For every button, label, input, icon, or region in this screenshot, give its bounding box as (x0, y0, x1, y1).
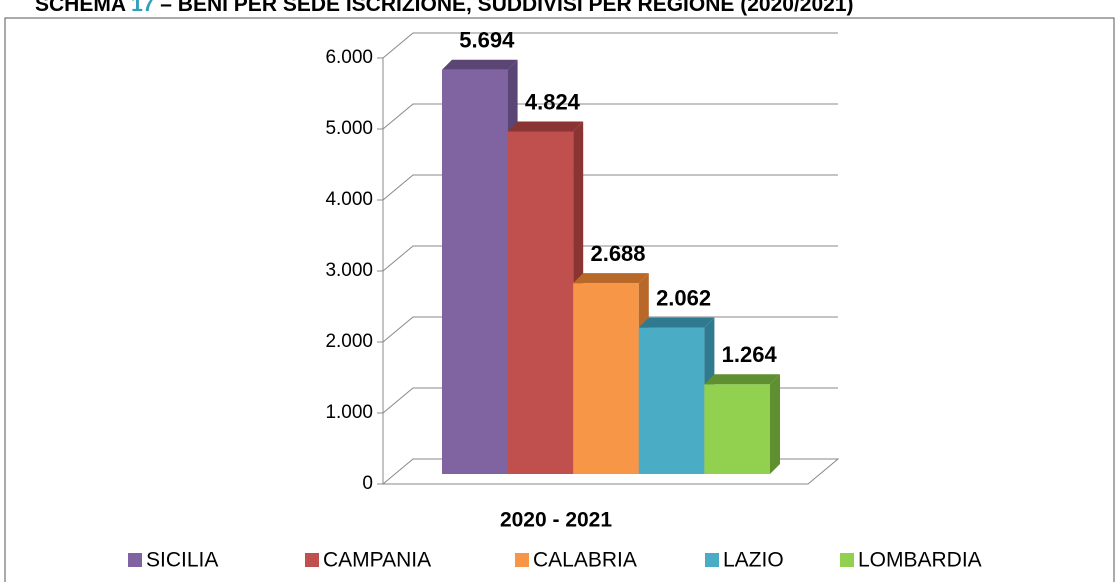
bar-front (573, 283, 639, 474)
legend-label: CAMPANIA (323, 549, 431, 572)
y-tick-label: 0 (362, 473, 373, 494)
legend-swatch (515, 553, 529, 567)
bar-top (638, 317, 715, 328)
legend-swatch (128, 553, 142, 567)
legend-label: LAZIO (723, 549, 784, 572)
grid-line (382, 245, 838, 272)
bar-top (704, 374, 780, 385)
bar-front (638, 327, 705, 474)
floor (381, 458, 840, 485)
title-number: 17 (131, 0, 154, 16)
value-label: 2.688 (590, 241, 645, 266)
y-tick-label: 5.000 (325, 118, 373, 139)
legend-label: CALABRIA (533, 549, 637, 572)
legend-swatch (840, 553, 854, 567)
frame (4, 17, 1115, 582)
value-label: 1.264 (722, 342, 778, 367)
value-label: 4.824 (525, 89, 581, 114)
y-tick-label: 3.000 (325, 260, 373, 281)
legend-label: SICILIA (146, 549, 218, 572)
legend-swatch (705, 553, 719, 567)
y-tick-label: 6.000 (325, 47, 373, 68)
x-category-label: 2020 - 2021 (500, 509, 612, 532)
value-label: 2.062 (656, 285, 711, 310)
chart-title: SCHEMA 17 – BENI PER SEDE ISCRIZIONE, SU… (35, 0, 854, 16)
grid-line (382, 32, 838, 59)
bar-top (507, 121, 584, 132)
legend-swatch (305, 553, 319, 567)
bar-front (507, 131, 574, 474)
grid-line (382, 316, 838, 343)
legend-label: LOMBARDIA (858, 549, 982, 572)
y-tick-label: 4.000 (325, 189, 373, 210)
title-text: – BENI PER SEDE ISCRIZIONE, SUDDIVISI PE… (160, 0, 853, 16)
bar-front (704, 384, 770, 474)
y-tick-label: 1.000 (325, 402, 373, 423)
bar-front (442, 69, 508, 474)
title-prefix: SCHEMA (35, 0, 126, 16)
grid-line (382, 103, 838, 130)
bar-top (442, 59, 518, 70)
bar-side (770, 374, 780, 474)
bar-top (573, 273, 649, 284)
value-label: 5.694 (459, 28, 515, 53)
y-tick-label: 2.000 (325, 331, 373, 352)
grid-line (382, 174, 838, 201)
